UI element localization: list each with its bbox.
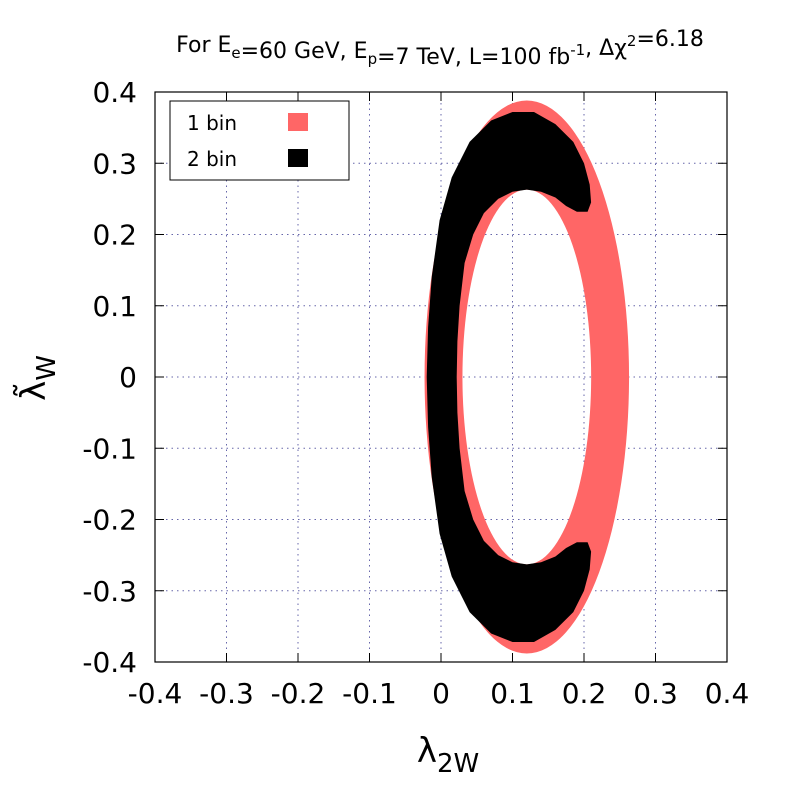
plot-border: [154, 91, 728, 663]
x-axis-ticks: -0.4 -0.3 -0.2 -0.1 0 0.1 0.2 0.3 0.4: [128, 677, 750, 710]
x-tick-label: 0.1: [490, 677, 535, 710]
title-text: , Δχ: [585, 36, 627, 61]
y-axis-label-subscript: W: [32, 355, 62, 381]
region-2-bin: [426, 112, 592, 642]
plot-frame: [154, 91, 728, 663]
title-subscript: p: [368, 50, 378, 68]
y-axis-ticks: -0.4 -0.3 -0.2 -0.1 0 0.1 0.2 0.3 0.4: [82, 76, 137, 679]
title-text: =7 TeV, L=100 fb: [377, 45, 570, 70]
x-tick-label: -0.2: [271, 677, 326, 710]
x-tick-label: 0: [432, 677, 450, 710]
y-tick-label: 0.1: [92, 290, 137, 323]
legend-label: 1 bin: [187, 111, 237, 135]
x-axis-label-main: λ: [417, 731, 437, 771]
x-tick-label: 0.4: [705, 677, 750, 710]
y-axis-label-group: λ̃W: [12, 355, 62, 401]
y-tick-label: -0.1: [82, 432, 137, 465]
title-superscript: -1: [570, 41, 585, 59]
x-tick-label: 0.3: [633, 677, 678, 710]
y-tick-label: -0.3: [82, 575, 137, 608]
chart-title: For Ee=60 GeV, Ep=7 TeV, L=100 fb-1, Δχ2…: [176, 27, 704, 70]
confidence-regions: [424, 100, 630, 654]
y-tick-label: -0.4: [82, 646, 137, 679]
y-tick-label: 0.2: [92, 219, 137, 252]
title-text: =60 GeV, E: [241, 39, 368, 64]
title-superscript: 2: [627, 32, 637, 50]
title-text: For E: [176, 33, 231, 58]
y-axis-label: λ̃W: [12, 355, 62, 401]
legend-label: 2 bin: [187, 147, 237, 171]
x-axis-label-subscript: 2W: [437, 749, 479, 779]
x-tick-label: -0.4: [128, 677, 183, 710]
title-text: =6.18: [636, 27, 703, 52]
y-axis-label-main: λ̃: [12, 381, 54, 401]
y-tick-label: -0.2: [82, 504, 137, 537]
region-1-bin: [424, 100, 630, 654]
y-tick-label: 0: [119, 361, 137, 394]
x-axis-label: λ2W: [417, 731, 479, 779]
legend-swatch: [288, 113, 308, 131]
title-subscript: e: [231, 44, 240, 62]
legend-swatch: [288, 149, 308, 167]
x-tick-label: 0.2: [562, 677, 607, 710]
y-tick-label: 0.3: [92, 147, 137, 180]
legend: 1 bin 2 bin: [169, 100, 350, 181]
x-tick-label: -0.1: [342, 677, 397, 710]
y-tick-label: 0.4: [92, 76, 137, 109]
x-tick-label: -0.3: [199, 677, 254, 710]
legend-box: [169, 100, 350, 181]
